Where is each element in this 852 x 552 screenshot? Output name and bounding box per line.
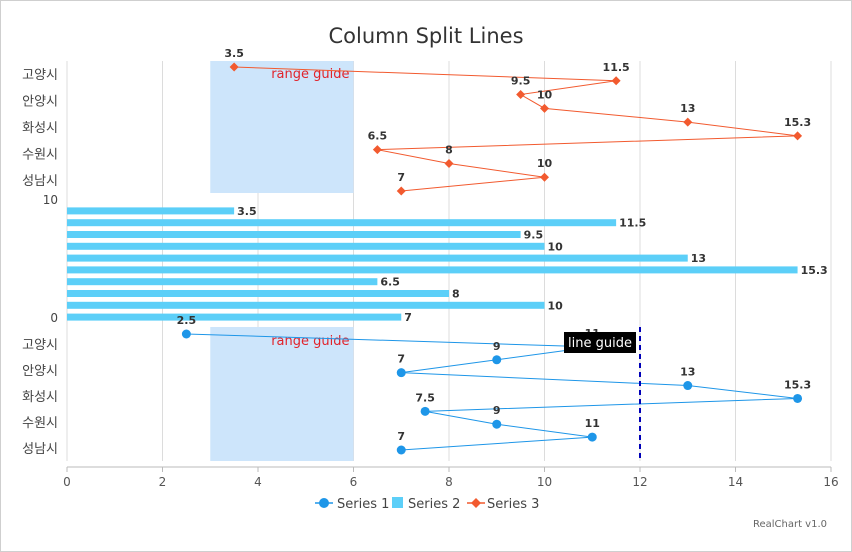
series2-data-label: 13 (691, 252, 706, 265)
series2-data-label: 15.3 (801, 264, 828, 277)
x-axis-tick-label: 14 (728, 475, 743, 489)
series1-data-label: 9 (493, 404, 501, 417)
series1-marker (181, 329, 191, 339)
series3-data-label: 9.5 (511, 75, 531, 88)
series2-y-tick-label: 0 (50, 311, 58, 325)
series3-marker (229, 62, 239, 72)
x-axis-tick-label: 6 (350, 475, 358, 489)
series3-marker (540, 103, 549, 113)
legend-series3-label: Series 3 (487, 497, 539, 512)
series2-data-label: 11.5 (619, 217, 646, 230)
range-guide-band (210, 61, 354, 193)
series2-bar (67, 266, 798, 274)
series1-marker (492, 355, 502, 365)
series1-marker (396, 368, 406, 378)
series1-marker (396, 445, 406, 455)
series3-data-label: 11.5 (603, 61, 630, 74)
series3-category-label: 화성시 (22, 121, 58, 136)
series2-bar (67, 231, 521, 238)
series3-data-label: 6.5 (368, 130, 388, 143)
series2-y-tick-label: 10 (43, 193, 58, 207)
series1-data-label: 15.3 (784, 378, 811, 391)
legend-series3-marker (471, 498, 481, 508)
series2-bar (67, 219, 617, 227)
series3-data-label: 8 (445, 143, 453, 156)
series3-data-label: 3.5 (224, 47, 244, 60)
legend-series1-marker (319, 498, 329, 508)
series3-marker (611, 76, 621, 86)
series3-data-label: 10 (537, 88, 553, 101)
x-axis-tick-label: 10 (537, 475, 552, 489)
series3-category-label: 안양시 (22, 95, 58, 110)
series3-marker (540, 172, 549, 182)
series3-marker (516, 90, 526, 100)
series1-category-label: 성남시 (22, 442, 58, 457)
range-guide-label: range guide (271, 334, 349, 349)
series2-bar (67, 290, 449, 297)
series3-category-label: 수원시 (22, 147, 58, 162)
x-axis-tick-label: 2 (159, 475, 167, 489)
series3-marker (683, 117, 693, 127)
chart-credit: RealChart v1.0 (753, 519, 827, 530)
series3-marker (372, 145, 382, 155)
series3-line (234, 66, 798, 192)
series1-category-label: 안양시 (22, 364, 58, 379)
series1-marker (420, 406, 430, 416)
chart-title: Column Split Lines (328, 24, 523, 48)
series3-marker (396, 186, 406, 196)
legend-series2-marker (392, 497, 403, 508)
series3-data-label: 13 (680, 102, 695, 115)
series3-marker (444, 158, 454, 168)
series1-data-label: 7.5 (415, 391, 435, 404)
series2-data-label: 6.5 (380, 276, 400, 289)
series2-data-label: 10 (548, 240, 564, 253)
series1-marker (683, 381, 693, 391)
series2-data-label: 3.5 (237, 205, 257, 218)
series1-line (186, 333, 798, 451)
series3-data-label: 15.3 (784, 116, 811, 129)
line-guide-label: line guide (568, 336, 632, 351)
series2-data-label: 8 (452, 288, 460, 301)
series1-data-label: 13 (680, 366, 695, 379)
plot-area: 0 2 4 6 8 10 12 14 16 range guide 3.5 11.5 9.5 10 13 15… (22, 47, 839, 489)
line-guide-label-box (564, 332, 636, 353)
series2-data-label: 10 (548, 299, 564, 312)
series1-category-label: 화성시 (22, 390, 58, 405)
series3-data-label: 7 (397, 171, 405, 184)
x-axis-tick-label: 16 (823, 475, 838, 489)
series1-data-label: 2.5 (177, 314, 197, 327)
series1-data-label: 11 (585, 417, 600, 430)
series2-bar (67, 301, 545, 309)
series3-category-label: 성남시 (22, 174, 58, 189)
series1-data-label: 9 (493, 340, 501, 353)
legend: Series 1 Series 2 Series 3 (315, 497, 539, 512)
range-guide-band (210, 327, 354, 461)
series1-marker (793, 393, 803, 403)
series3-category-label: 고양시 (22, 68, 58, 83)
series3-marker (793, 131, 803, 141)
series1-category-label: 수원시 (22, 416, 58, 431)
series2-bar (67, 207, 235, 215)
series2-bar (67, 242, 545, 250)
x-axis-tick-label: 8 (445, 475, 453, 489)
legend-series2-label: Series 2 (408, 497, 460, 512)
series2-bar (67, 254, 688, 262)
series1-marker (587, 432, 597, 442)
series1-data-label: 7 (397, 353, 405, 366)
series3-data-label: 10 (537, 157, 553, 170)
x-axis-tick-label: 4 (254, 475, 262, 489)
series2-bar (67, 313, 402, 321)
legend-series1-label: Series 1 (337, 497, 389, 512)
series2-data-label: 9.5 (524, 229, 544, 242)
series2-bar (67, 278, 378, 286)
series1-marker (492, 419, 502, 429)
series2-data-label: 7 (404, 311, 412, 324)
series1-data-label: 7 (397, 430, 405, 443)
series1-category-label: 고양시 (22, 338, 58, 353)
x-axis-tick-label: 0 (63, 475, 71, 489)
x-axis-tick-label: 12 (632, 475, 647, 489)
